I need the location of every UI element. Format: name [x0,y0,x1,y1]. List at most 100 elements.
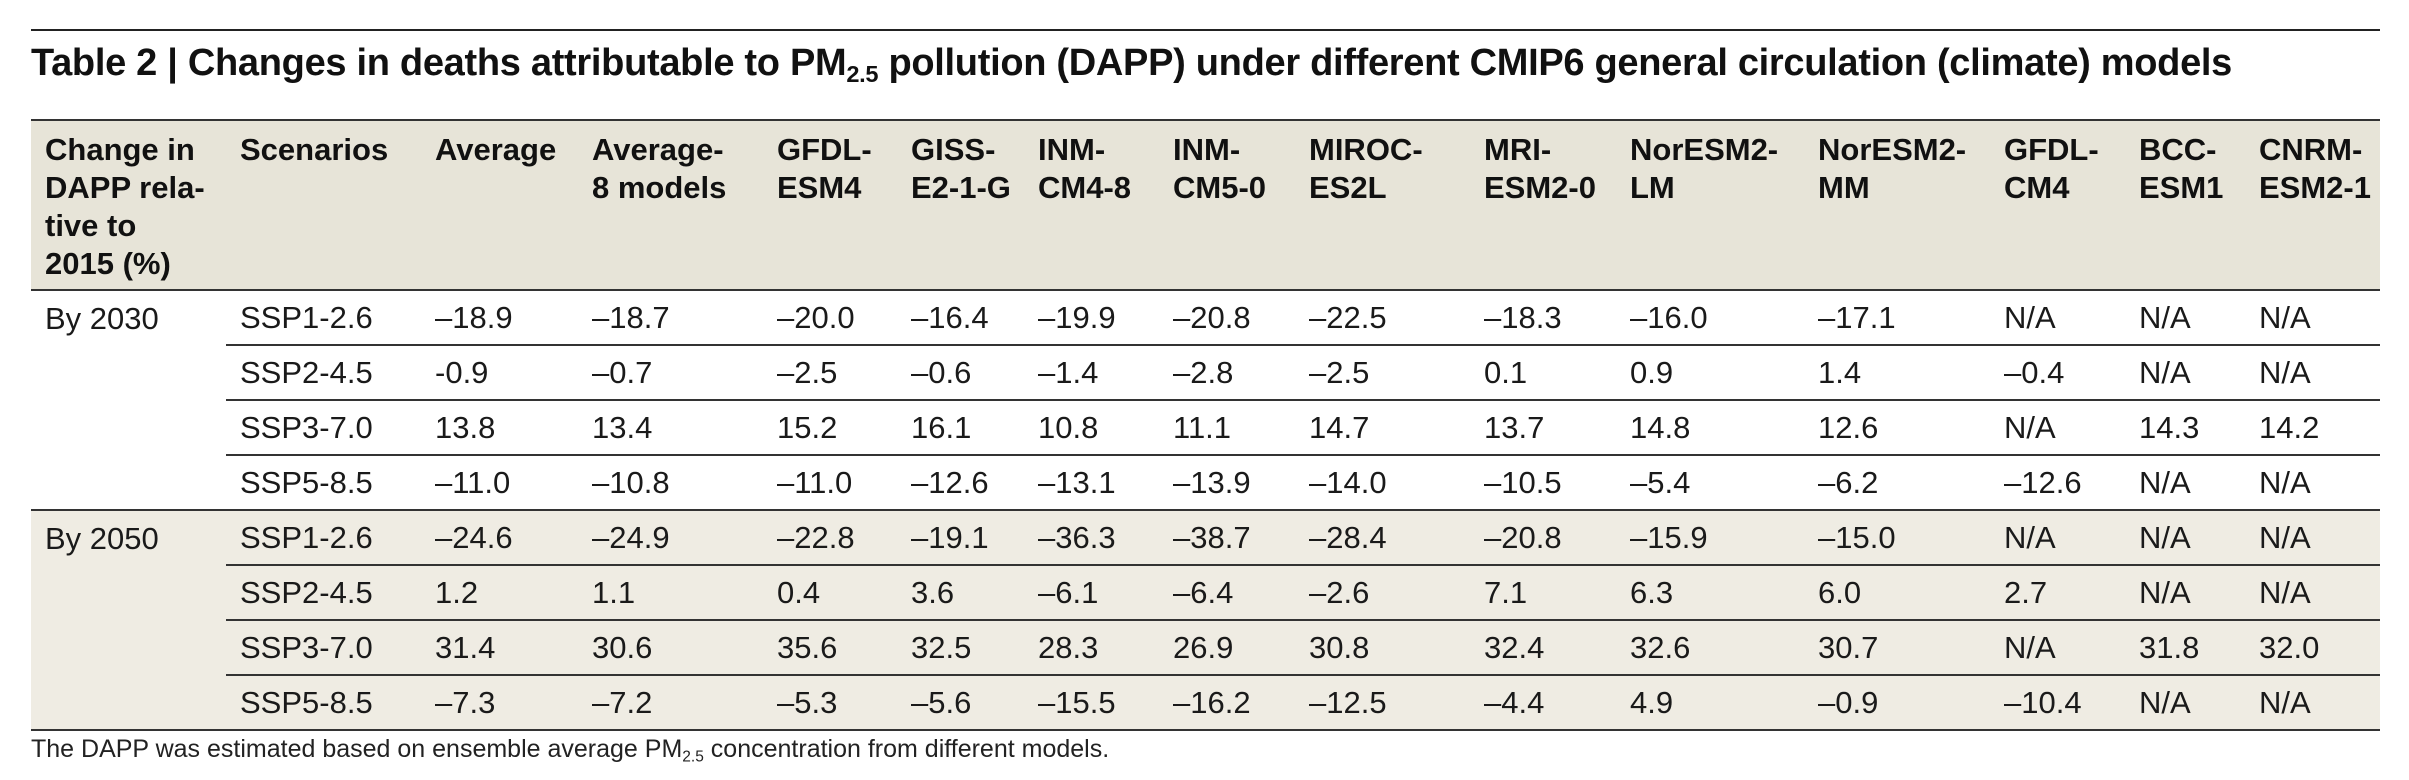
column-header-line: ESM2-1 [2259,170,2371,205]
value-cell: –17.1 [1818,299,1896,335]
value-cell: –22.8 [763,510,897,565]
table-body: By 2030 SSP1-2.6 –18.9 –18.7 –20.0 –16.4 –19.9… [31,290,2380,730]
value-cell: –0.6 [911,354,972,390]
table-row: SSP3-7.0 31.4 30.6 35.6 32.5 28.3 26.9 30.8 32.4… [31,620,2380,675]
column-header: BCC- ESM1 [2125,120,2245,290]
value-cell: N/A [2259,299,2311,335]
value-cell: –11.0 [777,464,853,500]
value-cell: –5.4 [1630,464,1691,500]
column-header-line: Change in [45,132,195,167]
column-header-line: DAPP rela- [45,170,205,205]
value-cell: N/A [1990,510,2125,565]
value-cell: N/A [2004,409,2056,445]
value-cell: 32.0 [2245,620,2380,675]
value-cell: 4.9 [1616,675,1804,730]
column-header: CNRM- ESM2-1 [2245,120,2380,290]
value-cell: –15.5 [1024,675,1159,730]
title-prefix: Table 2 | Changes in deaths attributable… [31,42,847,84]
value-cell: 0.1 [1484,354,1528,390]
column-header-line: Average- [592,132,724,167]
column-header-line: CM4 [2004,170,2070,205]
value-cell: –15.9 [1616,510,1804,565]
value-cell: –15.0 [1804,510,1990,565]
value-cell: –12.5 [1295,675,1470,730]
value-cell: N/A [1990,620,2125,675]
value-cell: 31.4 [421,620,578,675]
scenario-cell: SSP2-4.5 [240,354,373,390]
column-header-line: BCC- [2139,132,2217,167]
column-header: NorESM2- MM [1804,120,1990,290]
dapp-table: Change in DAPP rela-tive to 2015 (%) Scenar… [31,119,2380,731]
column-header: Scenarios [226,120,421,290]
value-cell: –13.9 [1173,464,1251,500]
value-cell: –4.4 [1470,675,1616,730]
value-cell: –16.0 [1630,299,1708,335]
value-cell: –6.2 [1818,464,1879,500]
title-subscript: 2.5 [846,61,879,88]
column-header-line: 2015 (%) [45,246,171,281]
value-cell: –0.7 [592,354,653,390]
value-cell: N/A [2245,675,2380,730]
scenario-cell: SSP2-4.5 [226,565,421,620]
value-cell: 31.8 [2125,620,2245,675]
column-header-line: 8 models [592,170,727,205]
value-cell: 32.5 [897,620,1024,675]
value-cell: N/A [2245,510,2380,565]
header-row: Change in DAPP rela-tive to 2015 (%) Scenar… [31,120,2380,290]
column-header-line: E2-1-G [911,170,1011,205]
value-cell: 30.6 [578,620,763,675]
value-cell: –6.1 [1024,565,1159,620]
value-cell: –7.3 [421,675,578,730]
table-row: SSP5-8.5 –7.3 –7.2 –5.3 –5.6 –15.5 –16.2 –12.5–… [31,675,2380,730]
value-cell: 35.6 [763,620,897,675]
value-cell: N/A [2125,510,2245,565]
value-cell: 13.7 [1484,409,1545,445]
value-cell: N/A [2259,354,2311,390]
column-header-line: LM [1630,170,1675,205]
value-cell: 14.2 [2259,409,2320,445]
value-cell: –7.2 [578,675,763,730]
column-header: GFDL- CM4 [1990,120,2125,290]
value-cell: –20.8 [1173,299,1251,335]
column-header-line: NorESM2- [1818,132,1967,167]
column-header-line: CM4-8 [1038,170,1132,205]
table-row: SSP3-7.0 13.8 13.4 15.2 16.1 10.8 11.1 14.7 13.7… [31,400,2380,455]
column-header: Average- 8 models [578,120,763,290]
column-header: MIROC- ES2L [1295,120,1470,290]
value-cell: 13.4 [592,409,653,445]
value-cell: 14.7 [1309,409,1370,445]
value-cell: –24.6 [421,510,578,565]
column-header-line: INM- [1173,132,1241,167]
column-header-line: Average [435,132,557,167]
table-row: By 2050 SSP1-2.6 –24.6 –24.9 –22.8 –19.1 –36.3… [31,510,2380,730]
value-cell: –13.1 [1038,464,1116,500]
value-cell: –14.0 [1309,464,1387,500]
column-header: INM- CM4-8 [1024,120,1159,290]
value-cell: –28.4 [1295,510,1470,565]
scenario-cell: SSP1-2.6 [240,299,373,335]
footnote-subscript: 2.5 [682,748,704,766]
scenario-cell: SSP3-7.0 [226,620,421,675]
column-header: GFDL- ESM4 [763,120,897,290]
table-row: SSP5-8.5 –11.0 –10.8 –11.0 –12.6 –13.1 –13.9 –1… [31,455,2380,510]
value-cell: –12.6 [911,464,989,500]
value-cell: –22.5 [1309,299,1387,335]
value-cell: –18.9 [435,299,513,335]
column-header-line: MRI- [1484,132,1552,167]
value-cell: 15.2 [777,409,838,445]
value-cell: –18.7 [592,299,670,335]
scenario-cell: SSP5-8.5 [240,464,373,500]
value-cell: N/A [2125,675,2245,730]
scenario-cell: SSP3-7.0 [240,409,373,445]
value-cell: –38.7 [1159,510,1295,565]
scenario-cell: SSP1-2.6 [226,510,421,565]
value-cell: 12.6 [1818,409,1879,445]
value-cell: –1.4 [1038,354,1099,390]
value-cell: 26.9 [1159,620,1295,675]
column-header-line: NorESM2- [1630,132,1779,167]
value-cell: –24.9 [578,510,763,565]
title-suffix: pollution (DAPP) under different CMIP6 g… [878,42,2233,84]
column-header: MRI- ESM2-0 [1470,120,1616,290]
value-cell: 14.3 [2139,409,2200,445]
column-header: Change in DAPP rela-tive to 2015 (%) [31,120,226,290]
